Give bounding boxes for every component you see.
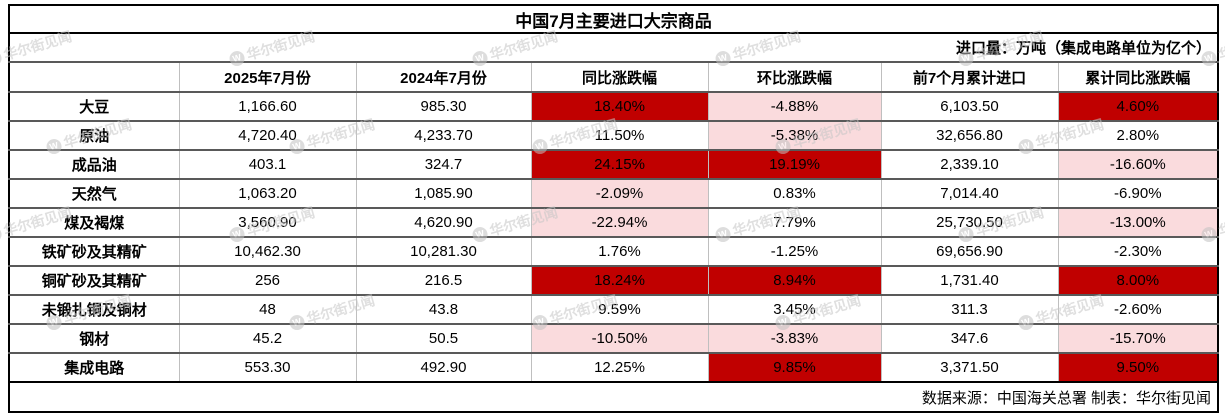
commodity-name: 成品油 [9,149,179,179]
commodity-name: 大豆 [9,91,179,121]
value-cell: 8.94% [707,265,881,295]
value-cell: 10,281.30 [355,236,531,266]
commodity-name: 钢材 [9,323,179,353]
footer-row: 数据来源：中国海关总署 制表：华尔街见闻 [9,381,1219,412]
value-cell: -10.50% [530,323,708,353]
value-cell: -2.09% [530,178,708,208]
value-cell: 12.25% [530,352,708,382]
value-cell: -4.88% [707,91,881,121]
value-cell: 25,730.50 [880,207,1058,237]
value-cell: -16.60% [1057,149,1219,179]
value-cell: -3.83% [707,323,881,353]
value-cell: 216.5 [355,265,531,295]
value-cell: 69,656.90 [880,236,1058,266]
value-cell: 1,166.60 [178,91,356,121]
column-header: 2025年7月份 [178,62,356,93]
table-row: 铁矿砂及其精矿 10,462.30 10,281.30 1.76% -1.25% 69,6… [9,236,1219,266]
value-cell: -2.30% [1057,236,1219,266]
value-cell: 19.19% [707,149,881,179]
column-header: 前7个月累计进口 [880,62,1058,93]
value-cell: 1.76% [530,236,708,266]
value-cell: 324.7 [355,149,531,179]
page-title: 中国7月主要进口大宗商品 [9,5,1219,34]
value-cell: 553.30 [178,352,356,382]
value-cell: 3,560.90 [178,207,356,237]
value-cell: 3,371.50 [880,352,1058,382]
corner-header [9,62,179,93]
column-header-row: 2025年7月份 2024年7月份 同比涨跌幅 环比涨跌幅 前7个月累计进口 累计同比涨跌… [9,62,1219,93]
imports-table: 中国7月主要进口大宗商品 进口量：万吨（集成电路单位为亿个） 2025年7月份 2… [8,4,1220,413]
column-header: 环比涨跌幅 [707,62,881,93]
table-row: 天然气 1,063.20 1,085.90 -2.09% 0.83% 7,014.40 -6… [9,178,1219,208]
value-cell: 4,233.70 [355,120,531,150]
value-cell: -22.94% [530,207,708,237]
value-cell: 45.2 [178,323,356,353]
value-cell: 311.3 [880,294,1058,324]
value-cell: -6.90% [1057,178,1219,208]
commodity-name: 未锻扎铜及铜材 [9,294,179,324]
value-cell: -2.60% [1057,294,1219,324]
value-cell: 3.45% [707,294,881,324]
value-cell: 43.8 [355,294,531,324]
table-row: 铜矿砂及其精矿 256 216.5 18.24% 8.94% 1,731.40 8.00% [9,265,1219,295]
title-row: 中国7月主要进口大宗商品 [9,5,1219,34]
table-body: 大豆 1,166.60 985.30 18.40% -4.88% 6,103.50 4.60… [9,91,1219,382]
value-cell: -1.25% [707,236,881,266]
value-cell: 18.24% [530,265,708,295]
value-cell: 9.50% [1057,352,1219,382]
page: 中国7月主要进口大宗商品 进口量：万吨（集成电路单位为亿个） 2025年7月份 2… [0,4,1225,413]
value-cell: -13.00% [1057,207,1219,237]
commodity-name: 集成电路 [9,352,179,382]
table-row: 钢材 45.2 50.5 -10.50% -3.83% 347.6 -15.70% [9,323,1219,353]
column-header: 同比涨跌幅 [530,62,708,93]
table-row: 集成电路 553.30 492.90 12.25% 9.85% 3,371.50 9.50% [9,352,1219,382]
value-cell: -5.38% [707,120,881,150]
value-cell: 2.80% [1057,120,1219,150]
value-cell: 1,063.20 [178,178,356,208]
commodity-name: 铁矿砂及其精矿 [9,236,179,266]
value-cell: 8.00% [1057,265,1219,295]
table-row: 大豆 1,166.60 985.30 18.40% -4.88% 6,103.50 4.60… [9,91,1219,121]
value-cell: 403.1 [178,149,356,179]
column-header: 2024年7月份 [355,62,531,93]
value-cell: -15.70% [1057,323,1219,353]
value-cell: 7,014.40 [880,178,1058,208]
value-cell: 4.60% [1057,91,1219,121]
value-cell: 18.40% [530,91,708,121]
value-cell: 7.79% [707,207,881,237]
source-note: 数据来源：中国海关总署 制表：华尔街见闻 [9,381,1219,412]
commodity-name: 原油 [9,120,179,150]
wscn-logo-icon: W [0,48,4,68]
table-row: 煤及褐煤 3,560.90 4,620.90 -22.94% 7.79% 25,730.5… [9,207,1219,237]
value-cell: 985.30 [355,91,531,121]
value-cell: 0.83% [707,178,881,208]
value-cell: 4,620.90 [355,207,531,237]
value-cell: 24.15% [530,149,708,179]
commodity-name: 煤及褐煤 [9,207,179,237]
unit-note: 进口量：万吨（集成电路单位为亿个） [9,33,1219,63]
value-cell: 347.6 [880,323,1058,353]
value-cell: 256 [178,265,356,295]
value-cell: 1,085.90 [355,178,531,208]
wscn-logo-icon: W [0,224,4,244]
value-cell: 50.5 [355,323,531,353]
subtitle-row: 进口量：万吨（集成电路单位为亿个） [9,33,1219,63]
commodity-name: 铜矿砂及其精矿 [9,265,179,295]
value-cell: 1,731.40 [880,265,1058,295]
value-cell: 4,720.40 [178,120,356,150]
value-cell: 6,103.50 [880,91,1058,121]
table-row: 原油 4,720.40 4,233.70 11.50% -5.38% 32,656.80 2… [9,120,1219,150]
value-cell: 32,656.80 [880,120,1058,150]
table-row: 成品油 403.1 324.7 24.15% 19.19% 2,339.10 -16.60% [9,149,1219,179]
value-cell: 2,339.10 [880,149,1058,179]
table-row: 未锻扎铜及铜材 48 43.8 9.59% 3.45% 311.3 -2.60% [9,294,1219,324]
value-cell: 48 [178,294,356,324]
value-cell: 9.59% [530,294,708,324]
value-cell: 492.90 [355,352,531,382]
value-cell: 10,462.30 [178,236,356,266]
commodity-name: 天然气 [9,178,179,208]
value-cell: 9.85% [707,352,881,382]
value-cell: 11.50% [530,120,708,150]
column-header: 累计同比涨跌幅 [1057,62,1219,93]
